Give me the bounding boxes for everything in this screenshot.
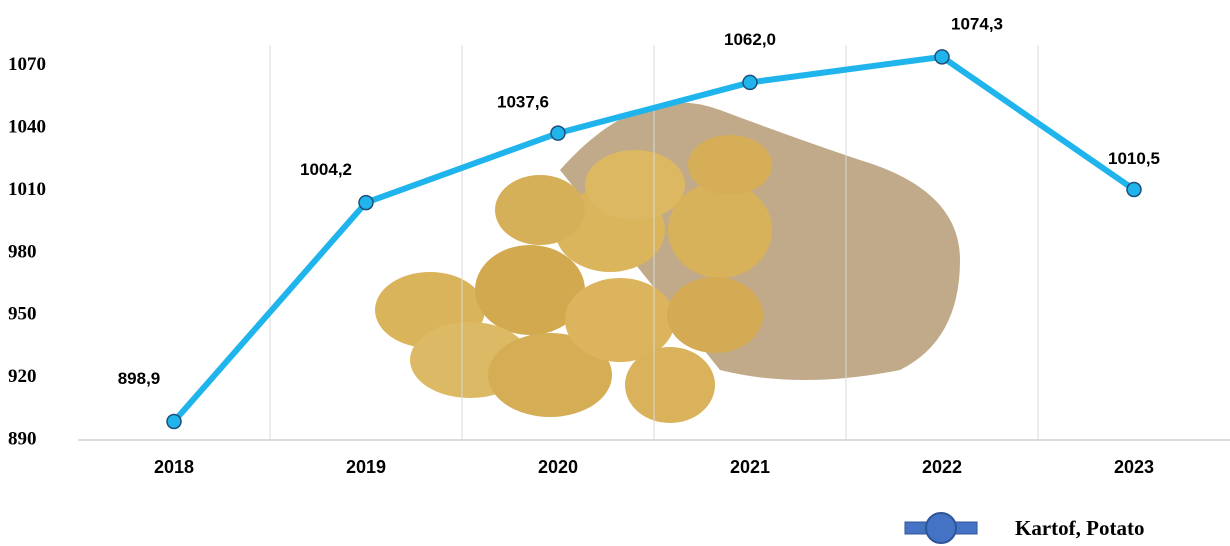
y-tick-label: 1040 [8, 117, 46, 138]
legend-marker [925, 512, 957, 544]
data-point [166, 413, 182, 430]
data-label: 898,9 [118, 369, 161, 388]
potato-illustration [375, 102, 960, 423]
x-tick-label: 2021 [730, 457, 770, 477]
data-point [1126, 181, 1142, 198]
y-tick-label: 1010 [8, 179, 46, 200]
y-tick-label: 890 [8, 428, 37, 449]
y-tick-label: 980 [8, 241, 37, 262]
y-tick-label: 950 [8, 304, 37, 325]
y-tick-label: 1070 [8, 54, 46, 75]
x-tick-label: 2018 [154, 457, 194, 477]
data-point [934, 49, 950, 65]
data-label: 1004,2 [300, 160, 352, 179]
data-line [171, 53, 1136, 424]
data-point [550, 125, 566, 141]
data-label: 1010,5 [1108, 149, 1160, 168]
x-tick-label: 2020 [538, 457, 578, 477]
x-tick-label: 2022 [922, 457, 962, 477]
legend: Kartof, Potato [904, 512, 1144, 544]
x-tick-label: 2023 [1114, 457, 1154, 477]
legend-label: Kartof, Potato [1015, 516, 1144, 540]
data-label: 1037,6 [497, 93, 549, 112]
y-tick-label: 920 [8, 366, 37, 387]
data-label: 1062,0 [724, 30, 776, 49]
data-label: 1074,3 [951, 14, 1003, 33]
x-tick-label: 2019 [346, 457, 386, 477]
data-point [742, 74, 758, 91]
data-point [358, 194, 374, 211]
